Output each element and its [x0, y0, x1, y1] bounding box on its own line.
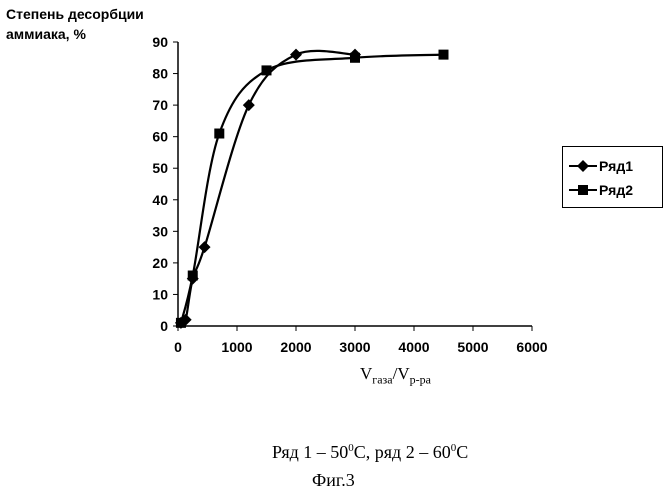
y-tick-label: 40: [152, 192, 168, 208]
caption-part1: Ряд 1 – 50: [272, 442, 349, 462]
legend-label-series1: Ряд1: [599, 158, 633, 174]
chart-series: [174, 48, 449, 329]
y-axis-label: Степень десорбции аммиака, %: [6, 4, 144, 44]
x-tick-label: 5000: [457, 339, 488, 355]
x-tick-label: 2000: [280, 339, 311, 355]
x-tick-label: 1000: [221, 339, 252, 355]
x-axis-label-sub1: газа: [372, 372, 393, 387]
legend-label-series2: Ряд2: [599, 182, 633, 198]
series-2-square-point: [350, 52, 360, 63]
x-axis-label-main: V: [360, 364, 373, 383]
x-tick-label: 4000: [398, 339, 429, 355]
x-axis-label-sep: /V: [392, 364, 410, 383]
chart-axes: [177, 42, 532, 327]
series-2-square-point: [214, 128, 225, 139]
y-tick-label: 20: [152, 255, 168, 271]
chart-legend: Ряд1 Ряд2: [562, 146, 663, 208]
y-axis-label-line1: Степень десорбции: [6, 6, 144, 22]
figure-caption: Ряд 1 – 500С, ряд 2 – 600С: [272, 442, 468, 463]
y-tick-label: 30: [152, 223, 168, 239]
y-axis-label-line2: аммиака, %: [6, 26, 86, 42]
series-2-square-point: [187, 270, 198, 281]
x-tick-label: 3000: [339, 339, 370, 355]
caption-part2: С, ряд 2 – 60: [353, 442, 451, 462]
caption-part3: С: [456, 442, 469, 462]
caption-sup2: 0: [450, 442, 457, 454]
y-tick-label: 0: [160, 318, 168, 334]
legend-square-marker: [569, 185, 597, 195]
series-1-diamond-point: [290, 48, 302, 61]
series-2-square-point: [175, 317, 186, 328]
series-1-diamond-point: [242, 99, 255, 112]
y-tick-label: 50: [152, 160, 168, 176]
caption-sup1: 0: [348, 442, 354, 454]
y-tick-label: 90: [152, 34, 168, 50]
figure-label: Фиг.3: [312, 470, 355, 490]
x-tick-label: 6000: [516, 339, 547, 355]
x-axis-label-sub2: р-ра: [409, 372, 431, 387]
legend-diamond-marker: [569, 160, 597, 172]
series-2-square-point: [261, 65, 272, 76]
y-tick-label: 70: [152, 97, 168, 113]
x-tick-label: 0: [174, 339, 182, 355]
chart-ticks: 0 10 20 30 40 50 60 70 80 90 0 1000 2000 3000 4000 5000…: [152, 34, 547, 355]
x-axis-label: Vгаза/Vр-ра: [360, 364, 431, 387]
series-1-diamond-point: [198, 241, 211, 254]
y-tick-label: 60: [152, 129, 168, 145]
y-tick-label: 10: [152, 286, 168, 302]
series-2-square-point: [438, 49, 449, 60]
y-tick-label: 80: [152, 66, 168, 82]
